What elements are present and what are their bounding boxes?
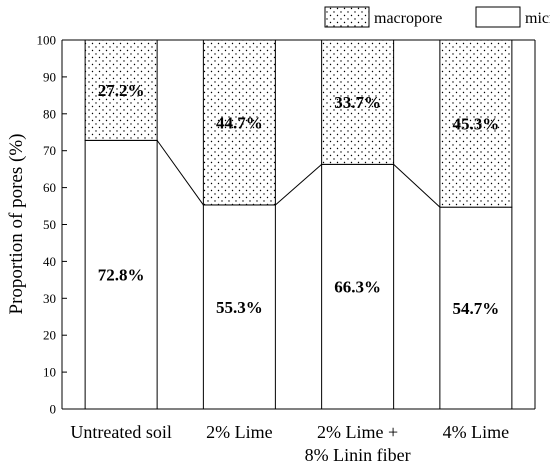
x-tick-label-3-0: 4% Lime — [443, 422, 509, 442]
x-tick-label-2-1: 8% Linin fiber — [305, 445, 411, 465]
connector-line-0 — [156, 140, 204, 206]
bar-macropore-0 — [84, 39, 158, 141]
y-tick-label-100: 100 — [37, 33, 57, 48]
y-tick-label-80: 80 — [43, 106, 56, 121]
y-tick-label-70: 70 — [43, 143, 56, 158]
connector-line-2 — [393, 163, 441, 208]
bar-micropore-0 — [84, 139, 158, 410]
legend-label-macropore: macropore — [374, 10, 442, 27]
y-tick-label-40: 40 — [43, 254, 56, 269]
y-tick-label-30: 30 — [43, 291, 56, 306]
x-tick-label-0-0: Untreated soil — [70, 422, 171, 442]
data-label-micropore-2: 66.3% — [334, 278, 381, 297]
data-label-micropore-3: 54.7% — [453, 299, 500, 318]
x-tick-label-1-0: 2% Lime — [206, 422, 272, 442]
legend-label-micropore: micropore — [525, 10, 550, 27]
plot-area: 72.8% 27.2% 55.3% 44.7% 66.3% 33.7% 54.7% 45.3%… — [37, 33, 536, 465]
data-label-macropore-0: 27.2% — [98, 81, 145, 100]
data-label-macropore-1: 44.7% — [216, 113, 263, 132]
data-label-micropore-0: 72.8% — [98, 266, 145, 285]
bar-micropore-2 — [321, 163, 395, 410]
legend: macropore micropore — [324, 6, 550, 28]
y-tick-label-20: 20 — [43, 328, 56, 343]
data-label-macropore-2: 33.7% — [334, 93, 381, 112]
y-tick-label-0: 0 — [50, 402, 57, 417]
legend-swatch-micropore — [475, 6, 521, 28]
y-tick-label-50: 50 — [43, 217, 56, 232]
y-tick-label-90: 90 — [43, 69, 56, 84]
legend-swatch-macropore — [324, 6, 370, 28]
y-axis-label: Proportion of pores (%) — [6, 134, 27, 315]
y-tick-label-10: 10 — [43, 365, 56, 380]
x-tick-label-2-0: 2% Lime + — [317, 422, 398, 442]
bar-macropore-1 — [202, 39, 276, 206]
data-label-macropore-3: 45.3% — [453, 115, 500, 134]
connector-line-1 — [275, 163, 322, 206]
bar-macropore-2 — [321, 39, 395, 165]
data-label-micropore-1: 55.3% — [216, 298, 263, 317]
y-tick-label-60: 60 — [43, 180, 56, 195]
bar-macropore-3 — [439, 39, 513, 208]
